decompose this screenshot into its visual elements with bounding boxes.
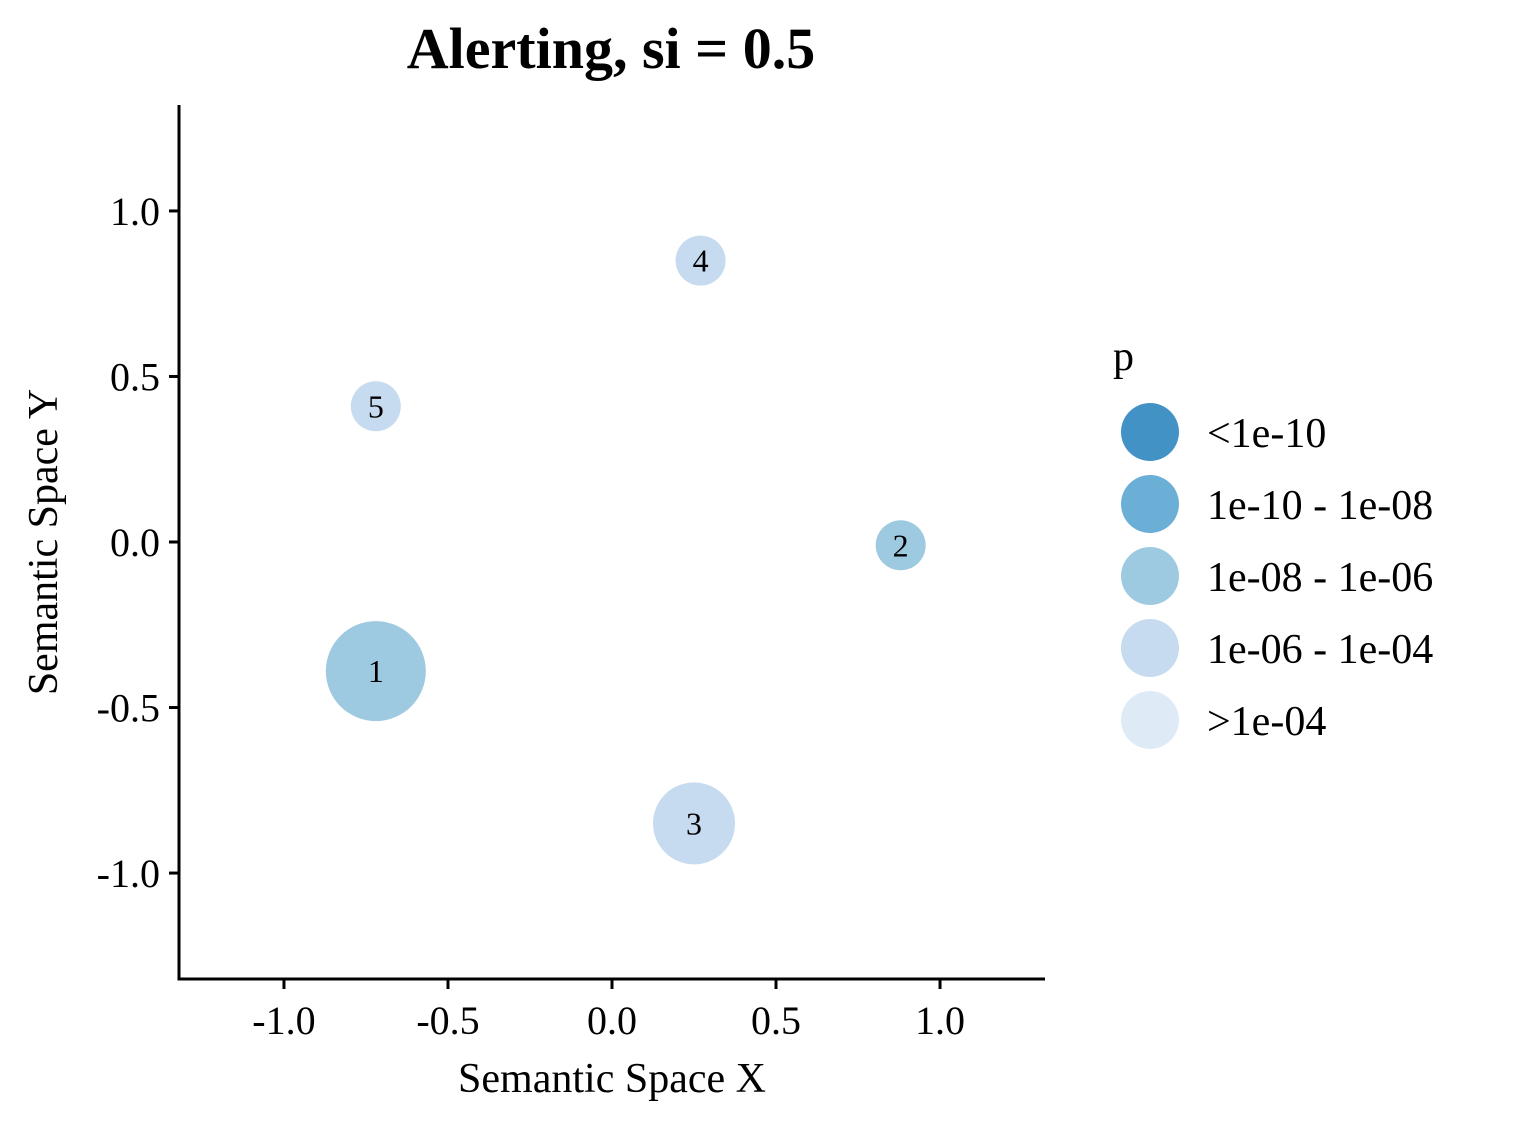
y-tick-label: 1.0 (110, 189, 160, 234)
y-axis-ticks: -1.0 -0.5 0.0 0.5 1.0 (97, 189, 179, 896)
bubble-point-1 (325, 621, 426, 722)
legend-label: >1e-04 (1207, 699, 1326, 745)
plot-area: 1 3 2 4 5 (325, 235, 926, 865)
bubble-point-4 (675, 235, 726, 286)
point-label-3: 3 (686, 805, 702, 841)
y-tick-label: 0.5 (110, 354, 160, 399)
point-label-5: 5 (368, 388, 384, 424)
bubble-point-5 (350, 381, 401, 432)
legend-label: 1e-06 - 1e-04 (1207, 627, 1433, 673)
legend-items: <1e-10 1e-10 - 1e-08 1e-08 - 1e-06 1e-06 - … (1121, 403, 1433, 749)
legend-title: p (1113, 334, 1134, 380)
legend-swatch (1121, 547, 1179, 605)
y-axis-title: Semantic Space Y (21, 389, 67, 695)
point-labels-layer: 1 3 2 4 5 (368, 243, 909, 842)
x-tick-label: -1.0 (252, 998, 315, 1043)
y-tick-label: 0.0 (110, 520, 160, 565)
x-tick-label: 0.5 (751, 998, 801, 1043)
point-label-1: 1 (368, 653, 384, 689)
legend-label: <1e-10 (1207, 411, 1326, 457)
legend-swatch (1121, 691, 1179, 749)
x-axis-ticks: -1.0 -0.5 0.0 0.5 1.0 (252, 979, 965, 1043)
bubble-point-3 (653, 782, 736, 865)
legend-swatch (1121, 403, 1179, 461)
y-tick-label: -1.0 (97, 851, 160, 896)
y-tick-label: -0.5 (97, 686, 160, 731)
chart-title: Alerting, si = 0.5 (407, 16, 815, 81)
bubble-point-2 (875, 520, 926, 571)
legend-label: 1e-08 - 1e-06 (1207, 555, 1433, 601)
legend: p <1e-10 1e-10 - 1e-08 1e-08 - 1e-06 1e-06 … (1113, 334, 1433, 749)
x-axis-title: Semantic Space X (458, 1056, 766, 1102)
x-tick-label: -0.5 (416, 998, 479, 1043)
point-label-2: 2 (893, 527, 909, 563)
point-label-4: 4 (693, 243, 709, 279)
x-tick-label: 0.0 (587, 998, 637, 1043)
legend-swatch (1121, 475, 1179, 533)
points-layer (325, 235, 926, 865)
legend-label: 1e-10 - 1e-08 (1207, 483, 1433, 529)
x-tick-label: 1.0 (915, 998, 965, 1043)
legend-swatch (1121, 619, 1179, 677)
